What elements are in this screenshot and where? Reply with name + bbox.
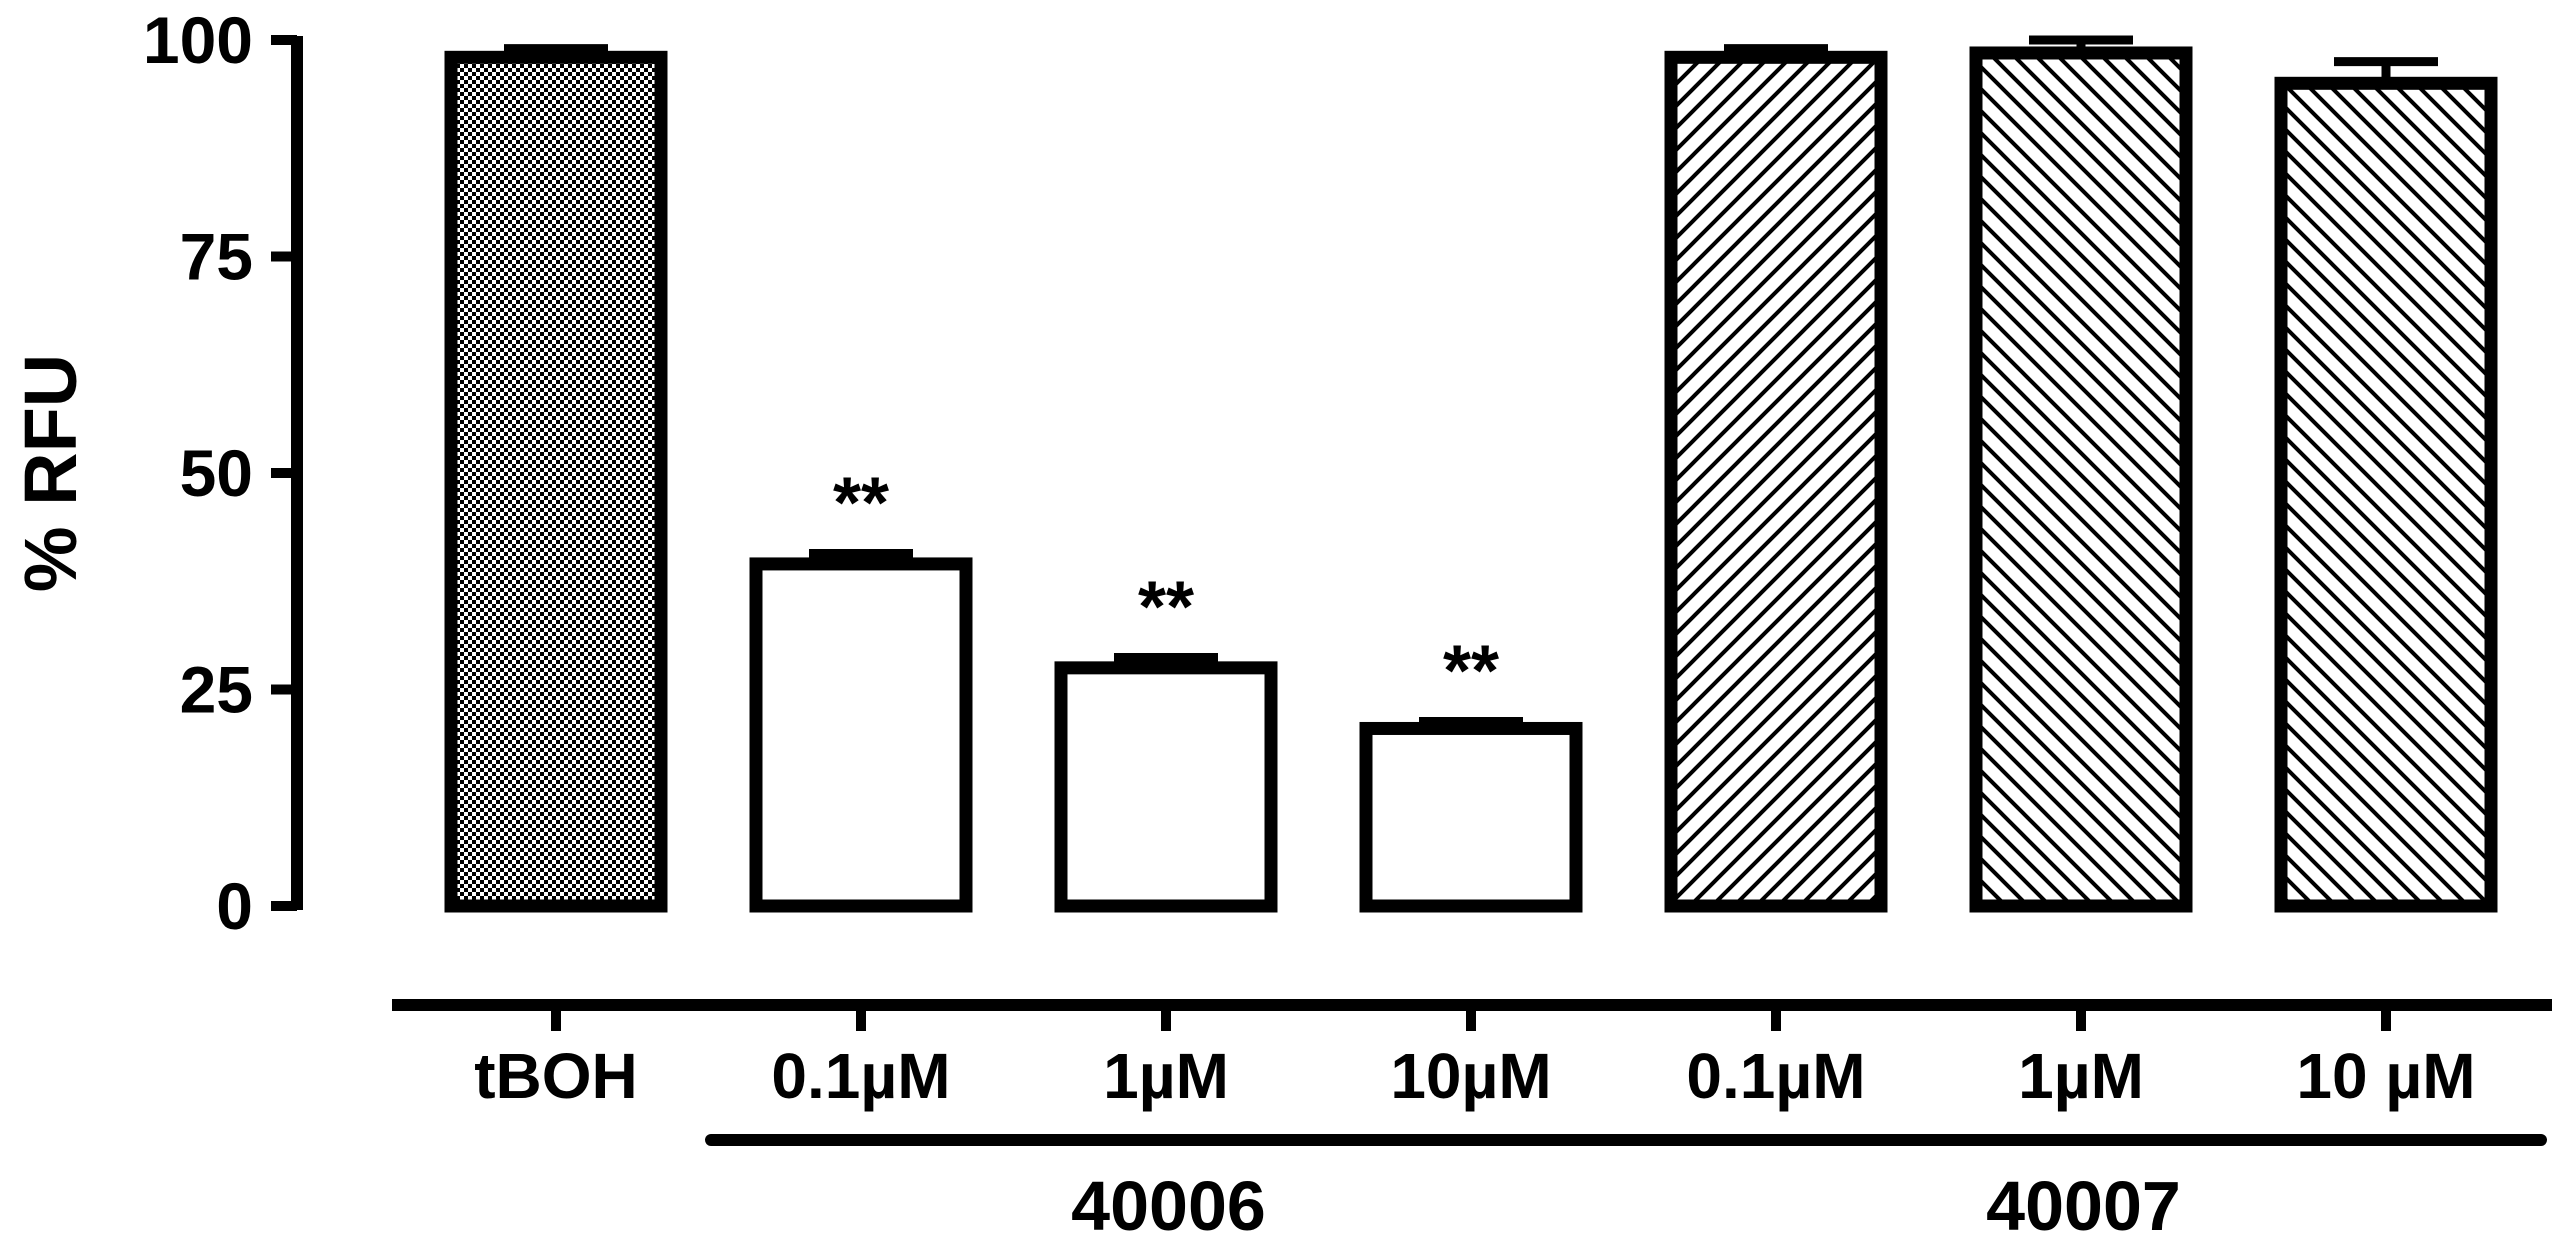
x-tick-label: 1µM: [1103, 1040, 1229, 1112]
bar-group: [1664, 44, 1888, 913]
bar: [1664, 50, 1888, 913]
x-tick-label: tBOH: [474, 1040, 638, 1112]
bar: [1359, 721, 1583, 913]
bar: [2274, 76, 2498, 913]
x-tick-label: 0.1µM: [771, 1040, 950, 1112]
y-tick-label: 50: [180, 436, 253, 510]
group-label: 40006: [1071, 1167, 1266, 1245]
x-tick-label: 1µM: [2018, 1040, 2144, 1112]
y-tick-label: 100: [143, 3, 253, 77]
bar-group: **: [1359, 632, 1583, 913]
significance-label: **: [833, 464, 889, 544]
bar: [1054, 661, 1278, 913]
x-tick-label: 0.1µM: [1686, 1040, 1865, 1112]
y-axis-title: % RFU: [9, 354, 92, 592]
y-tick-label: 0: [216, 869, 253, 943]
x-tick-label: 10µM: [1390, 1040, 1551, 1112]
bar-group: [1969, 35, 2193, 913]
bar: [749, 557, 973, 913]
bar-group: **: [1054, 567, 1278, 913]
y-axis: 0 25 50 75 100 % RFU: [9, 3, 303, 943]
bar: [1969, 46, 2193, 913]
significance-label: **: [1443, 632, 1499, 712]
bar-group: [2274, 57, 2498, 913]
group-label: 40007: [1986, 1167, 2181, 1245]
bars: ** ** **: [444, 35, 2498, 913]
bar-group: **: [749, 464, 973, 913]
y-tick-label: 75: [180, 220, 253, 294]
significance-label: **: [1138, 567, 1194, 647]
x-axis: tBOH 0.1µM 1µM 10µM 0.1µM 1µM 10 µM 40006 40007: [392, 999, 2552, 1245]
bar-group: [444, 44, 668, 913]
x-tick-label: 10 µM: [2296, 1040, 2475, 1112]
y-tick-label: 25: [180, 653, 253, 727]
bar: [444, 50, 668, 913]
